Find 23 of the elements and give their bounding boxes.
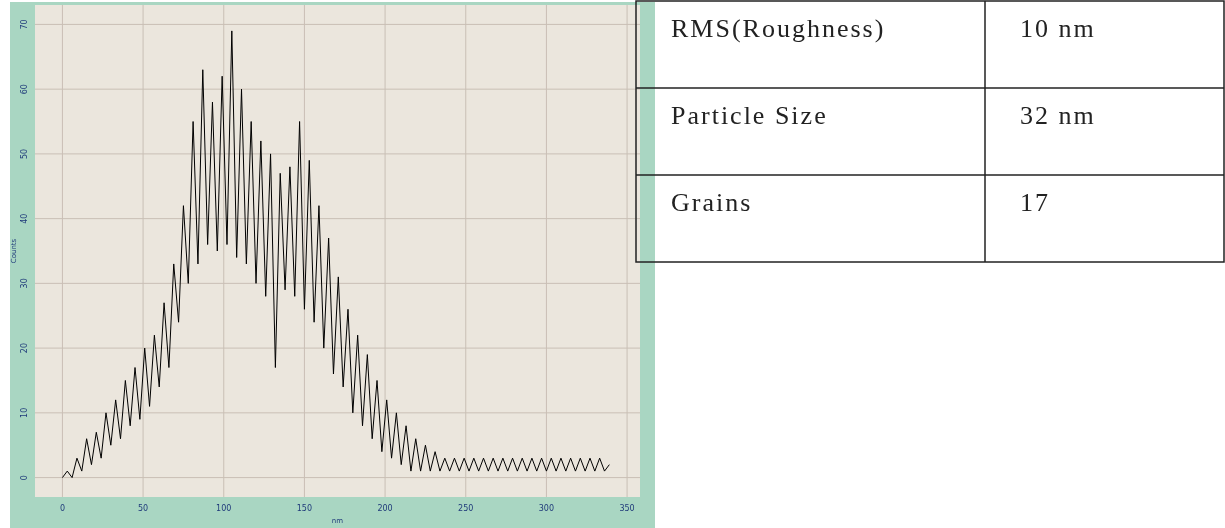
x-tick-label: 200 [377,504,393,513]
text: 10 nm [1020,14,1096,43]
y-tick-label: 40 [20,213,29,224]
text: Grains [671,188,753,217]
x-tick-label: 0 [59,504,65,513]
y-tick-label: 70 [20,19,29,30]
text: 32 nm [1020,101,1096,130]
line-series [61,30,610,479]
x-tick-label: 100 [216,504,232,513]
y-tick-label: 60 [20,84,29,95]
x-tick-label: 50 [138,504,149,513]
y-tick-label: 0 [20,475,29,481]
x-tick-label: 150 [296,504,313,513]
text: Particle Size [671,101,828,130]
x-tick-label: 350 [619,504,635,513]
y-tick-label: 30 [20,278,29,289]
text: 17 [1020,188,1050,217]
x-tick-label: 300 [538,504,555,513]
x-tick-label: 250 [458,504,474,513]
y-tick-label: 10 [20,407,29,418]
y-tick-label: 20 [20,343,29,354]
y-tick-label: 50 [20,148,29,159]
text: RMS(Roughness) [671,14,886,43]
